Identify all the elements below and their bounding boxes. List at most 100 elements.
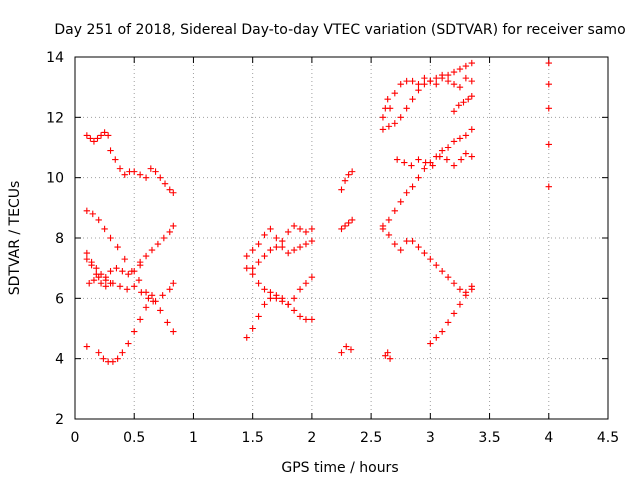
chart-title: Day 251 of 2018, Sidereal Day-to-day VTE… — [54, 22, 625, 38]
data-point — [450, 310, 458, 317]
data-point — [261, 286, 268, 293]
data-point — [157, 174, 164, 181]
data-point — [90, 277, 98, 284]
data-point — [456, 135, 464, 142]
series-track-24 — [545, 59, 552, 190]
data-point — [161, 180, 169, 187]
data-point — [148, 246, 156, 254]
data-point — [302, 316, 310, 323]
axis-ticks — [74, 56, 609, 420]
data-point — [415, 80, 422, 88]
data-point — [131, 328, 138, 335]
data-point — [450, 162, 458, 169]
data-point — [125, 340, 132, 347]
data-point — [391, 207, 398, 215]
series-track-13 — [338, 216, 356, 233]
data-point — [100, 355, 107, 362]
data-point — [107, 234, 114, 242]
data-point — [102, 277, 109, 284]
y-tick-label: 14 — [46, 50, 64, 66]
data-point — [121, 171, 128, 178]
series-track-2 — [107, 147, 177, 196]
series-track-3 — [83, 207, 177, 335]
data-point — [154, 240, 162, 248]
data-point — [83, 249, 91, 257]
data-point — [157, 307, 164, 314]
data-point — [255, 258, 262, 266]
data-point — [421, 80, 428, 88]
data-point — [164, 319, 171, 326]
data-point — [450, 80, 458, 88]
data-point — [290, 295, 298, 302]
data-point — [433, 261, 440, 269]
data-point — [391, 120, 398, 127]
data-point — [427, 77, 434, 85]
y-tick-label: 12 — [46, 110, 64, 126]
data-point — [123, 286, 131, 293]
data-point — [243, 264, 250, 272]
data-point — [403, 77, 410, 85]
data-point — [384, 96, 391, 103]
data-point — [249, 264, 256, 272]
data-point — [455, 102, 462, 109]
data-point — [415, 86, 422, 94]
data-point — [135, 277, 143, 284]
data-point — [101, 129, 108, 136]
x-tick-label: 0 — [71, 430, 80, 446]
data-point — [379, 114, 387, 121]
series-track-19 — [379, 126, 475, 230]
data-point — [409, 77, 416, 85]
data-point — [545, 183, 552, 190]
data-point — [450, 68, 458, 76]
data-point — [302, 228, 310, 236]
data-point — [102, 283, 109, 290]
data-point — [142, 304, 150, 311]
data-point — [415, 243, 422, 251]
x-tick-label: 2.5 — [360, 430, 382, 446]
data-point — [397, 246, 404, 254]
data-point — [113, 264, 120, 272]
series-track-12 — [249, 222, 316, 272]
series-track-16 — [379, 71, 475, 121]
data-point — [403, 105, 410, 112]
data-point — [302, 240, 310, 248]
data-point — [114, 355, 121, 362]
data-point — [457, 156, 465, 163]
data-point — [249, 246, 256, 254]
data-point — [343, 343, 350, 350]
data-point — [391, 240, 398, 248]
data-point — [112, 156, 119, 163]
data-point — [403, 237, 410, 245]
data-point — [94, 135, 101, 142]
series-track-11 — [243, 225, 316, 260]
data-point — [302, 280, 310, 287]
data-point — [136, 258, 144, 266]
data-point — [409, 183, 416, 190]
data-point — [308, 237, 316, 245]
data-point — [338, 349, 345, 356]
data-point — [391, 90, 398, 97]
data-point — [125, 271, 132, 278]
series-track-20 — [393, 150, 475, 169]
data-point — [249, 271, 256, 278]
data-point — [462, 150, 470, 157]
data-point — [136, 171, 144, 178]
series-track-7 — [83, 249, 114, 290]
data-point — [147, 165, 155, 172]
x-tick-labels: 0 0.5 1 1.5 2 2.5 3 3.5 4 4.5 — [71, 430, 620, 446]
data-point — [438, 267, 446, 275]
data-point — [401, 159, 408, 166]
data-point — [296, 286, 304, 293]
data-point — [290, 246, 298, 254]
y-axis-label: SDTVAR / TECUs — [7, 181, 23, 296]
series-track-18 — [450, 93, 475, 115]
data-point — [166, 228, 173, 236]
data-point — [86, 280, 93, 287]
data-point — [421, 74, 428, 82]
data-point — [170, 280, 177, 287]
data-point — [290, 307, 298, 314]
data-point — [142, 174, 150, 181]
data-point — [422, 159, 429, 166]
data-point — [255, 280, 262, 287]
data-point — [444, 71, 452, 79]
